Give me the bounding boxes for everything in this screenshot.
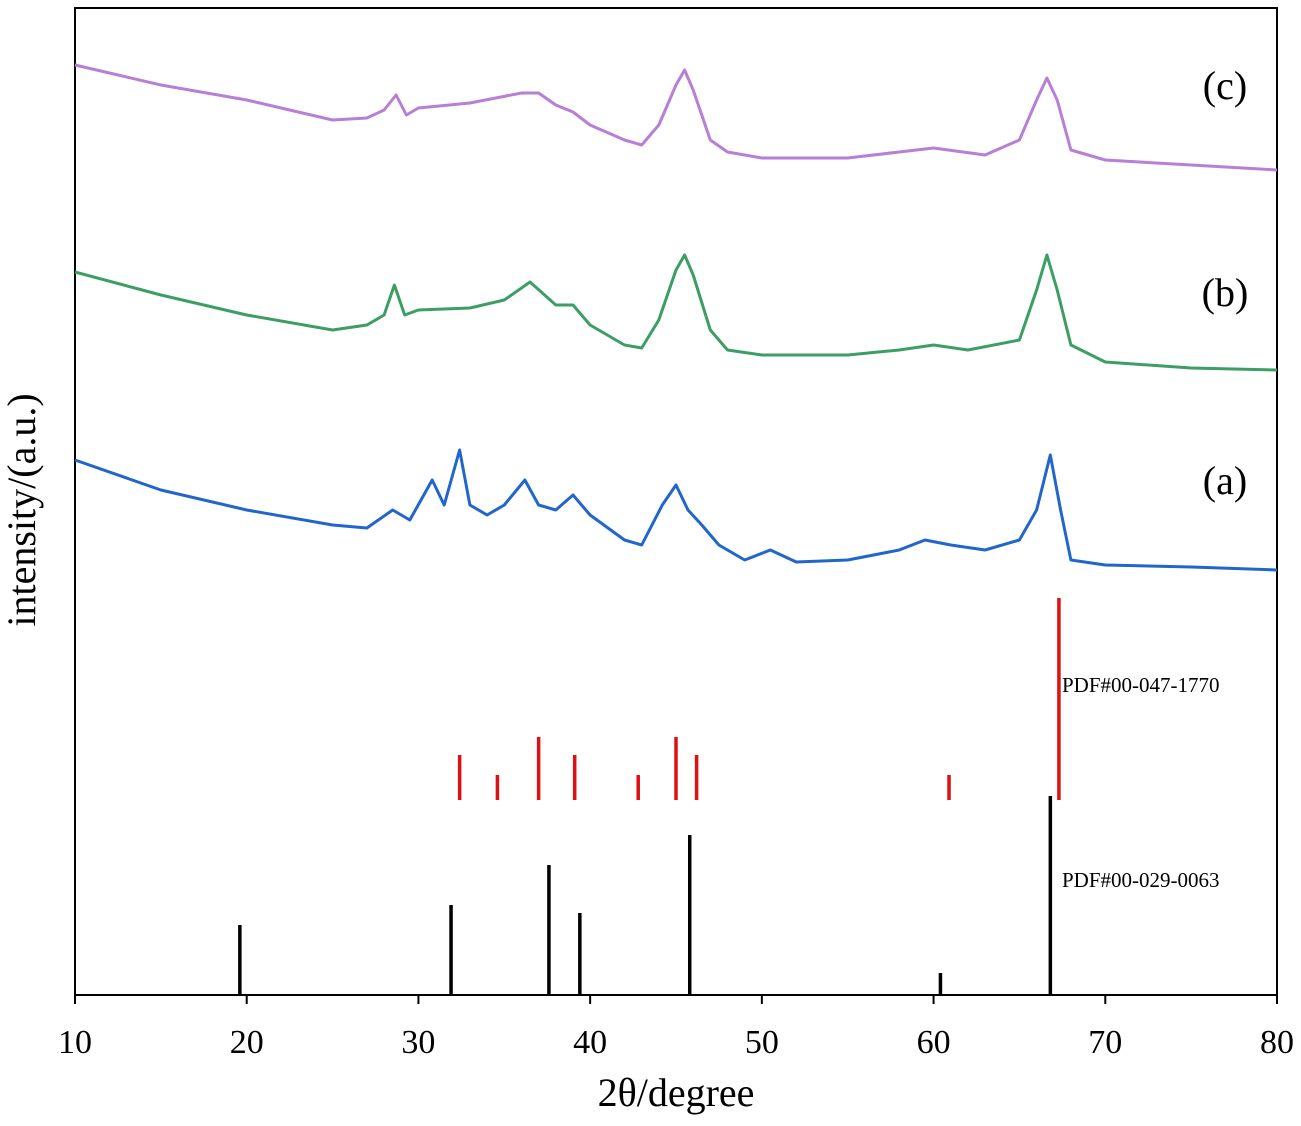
x-tick-label: 20 [230,1024,264,1061]
series-label: (c) [1203,63,1247,108]
x-tick-label: 60 [917,1024,951,1061]
x-tick-label: 10 [58,1024,92,1061]
x-tick-label: 30 [401,1024,435,1061]
y-axis-label: intensity/(a.u.) [0,393,44,626]
reference-label: PDF#00-029-0063 [1062,868,1220,892]
x-tick-label: 40 [573,1024,607,1061]
x-tick-label: 80 [1260,1024,1294,1061]
reference-label: PDF#00-047-1770 [1062,673,1220,697]
series-line [74,253,1278,372]
plot-frame [74,7,1278,996]
x-tick-label: 50 [745,1024,779,1061]
series-label: (a) [1203,458,1247,503]
x-axis-label: 2θ/degree [598,1070,755,1115]
series-line [74,448,1278,572]
series-line [74,63,1278,172]
x-tick-label: 70 [1088,1024,1122,1061]
series-label: (b) [1202,270,1249,315]
